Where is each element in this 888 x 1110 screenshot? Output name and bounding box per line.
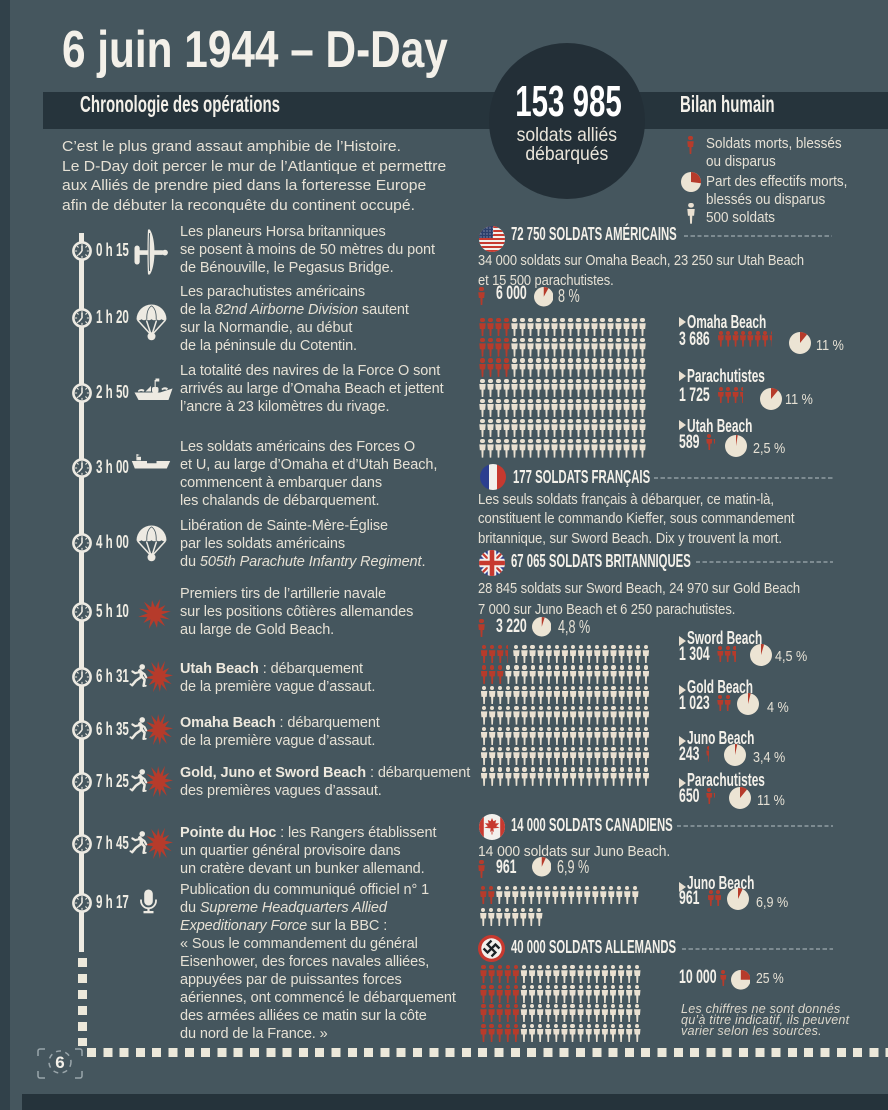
svg-text:6: 6 — [55, 1053, 64, 1072]
